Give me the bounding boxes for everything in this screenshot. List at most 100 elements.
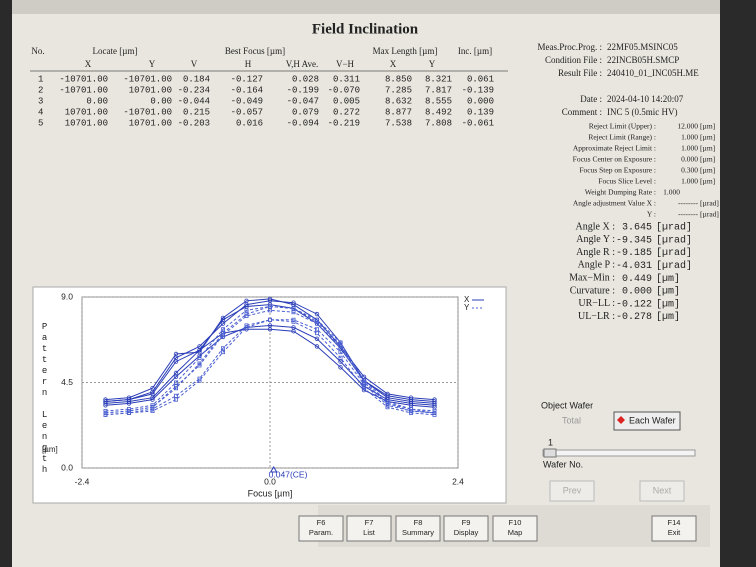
function-key[interactable]: [395, 515, 441, 542]
x-tick-label: 0.0: [264, 476, 276, 486]
table-cell: 0.016: [236, 118, 263, 128]
point: [173, 386, 178, 391]
table-subheader: V−H: [336, 59, 355, 69]
point: [244, 312, 249, 317]
wafer-number: 1: [548, 437, 553, 447]
function-key-label: Map: [508, 528, 523, 537]
point: [408, 395, 414, 400]
result-value: -0.122: [616, 299, 652, 310]
result-label: Angle Y :: [576, 234, 615, 245]
param-unit: [µm]: [700, 144, 715, 153]
x-tick-label: -2.4: [75, 476, 90, 486]
panel-title: Object Wafer: [541, 400, 593, 410]
function-key-code: F8: [414, 518, 423, 527]
point: [173, 397, 178, 402]
each-wafer-button[interactable]: [613, 411, 681, 431]
table-cell: 5: [38, 118, 43, 128]
table-cell: -0.094: [287, 118, 319, 128]
function-key[interactable]: [298, 515, 344, 542]
point: [338, 355, 343, 360]
result-value: -4.031: [616, 261, 652, 272]
function-key-label: Summary: [402, 528, 434, 537]
function-key-code: F7: [365, 518, 374, 527]
table-cell: 8.555: [425, 96, 452, 106]
point: [150, 391, 155, 397]
annotation-label: 0.047(CE): [269, 469, 308, 479]
table-cell: 0.215: [183, 107, 210, 117]
param-unit: [µm]: [700, 133, 715, 142]
param-unit: [µm]: [700, 155, 715, 164]
result-unit: [µm]: [656, 311, 680, 323]
info-value: INC 5 (0.5mic HV): [607, 107, 678, 117]
point: [408, 401, 414, 406]
table-cell: 7.285: [385, 85, 412, 95]
x-axis-title: Focus [µm]: [248, 488, 293, 498]
function-key[interactable]: [492, 515, 538, 542]
point: [314, 311, 320, 317]
wafer-slider[interactable]: [542, 449, 696, 457]
table-cell: -0.044: [178, 96, 210, 106]
table-cell: 2: [38, 85, 43, 95]
table-cell: -0.203: [178, 118, 210, 128]
table-cell: 0.028: [292, 74, 319, 84]
slider-thumb[interactable]: [543, 448, 557, 458]
point: [150, 397, 155, 402]
table-header: Inc. [µm]: [458, 46, 492, 56]
function-key[interactable]: [443, 515, 489, 542]
result-unit: [µrad]: [656, 247, 692, 259]
table-cell: -0.219: [328, 118, 360, 128]
table-cell: 8.321: [425, 74, 452, 84]
result-label: UR−LL :: [578, 298, 615, 309]
point: [291, 306, 296, 311]
param-unit: [µm]: [700, 177, 715, 186]
total-option: Total: [562, 415, 581, 425]
point: [126, 401, 132, 406]
point: [173, 351, 179, 357]
table-subheader: V: [191, 59, 198, 69]
info-label: Date :: [580, 94, 602, 104]
function-key[interactable]: [346, 515, 392, 542]
point: [267, 296, 273, 302]
next-button[interactable]: [639, 480, 685, 502]
param-label: Y :: [647, 210, 656, 219]
function-key-code: F14: [668, 518, 681, 527]
param-unit: [µrad]: [700, 199, 719, 208]
table-header: Best Focus [µm]: [225, 46, 285, 56]
point: [103, 412, 108, 417]
point: [385, 401, 390, 406]
x-tick-label: 2.4: [452, 476, 464, 486]
table-cell: 0.061: [467, 74, 494, 84]
y-axis-unit: [µm]: [42, 445, 58, 454]
result-value: 0.000: [622, 287, 652, 298]
result-unit: [µm]: [656, 298, 680, 310]
result-label: Angle R :: [576, 247, 615, 258]
table-cell: 7.808: [425, 118, 452, 128]
param-value: 1.000: [681, 133, 698, 142]
prev-button[interactable]: [549, 480, 595, 502]
param-value: 1.000: [663, 188, 680, 197]
table-cell: -0.057: [231, 107, 263, 117]
point: [314, 327, 319, 332]
point: [432, 403, 437, 408]
table-cell: -10701.00: [59, 85, 108, 95]
point: [385, 405, 390, 410]
function-key[interactable]: [651, 515, 697, 542]
result-label: Curvature :: [570, 285, 615, 296]
table-cell: 0.272: [333, 107, 360, 117]
param-label: Weight Dumping Rate :: [585, 188, 656, 197]
legend-label: Y: [464, 303, 470, 312]
point: [244, 308, 249, 313]
each-wafer-icon: [617, 416, 625, 424]
param-label: Focus Slice Level :: [598, 177, 656, 186]
result-value: 3.645: [622, 223, 652, 234]
result-unit: [µrad]: [656, 234, 692, 246]
point: [220, 331, 225, 336]
table-cell: 10701.00: [65, 107, 108, 117]
param-unit: [µm]: [700, 122, 715, 131]
title-bar: [12, 0, 720, 14]
point: [126, 395, 132, 400]
point: [103, 397, 108, 402]
series-line: [105, 319, 435, 416]
table-cell: -0.047: [287, 96, 319, 106]
table-cell: -10701.00: [123, 107, 172, 117]
